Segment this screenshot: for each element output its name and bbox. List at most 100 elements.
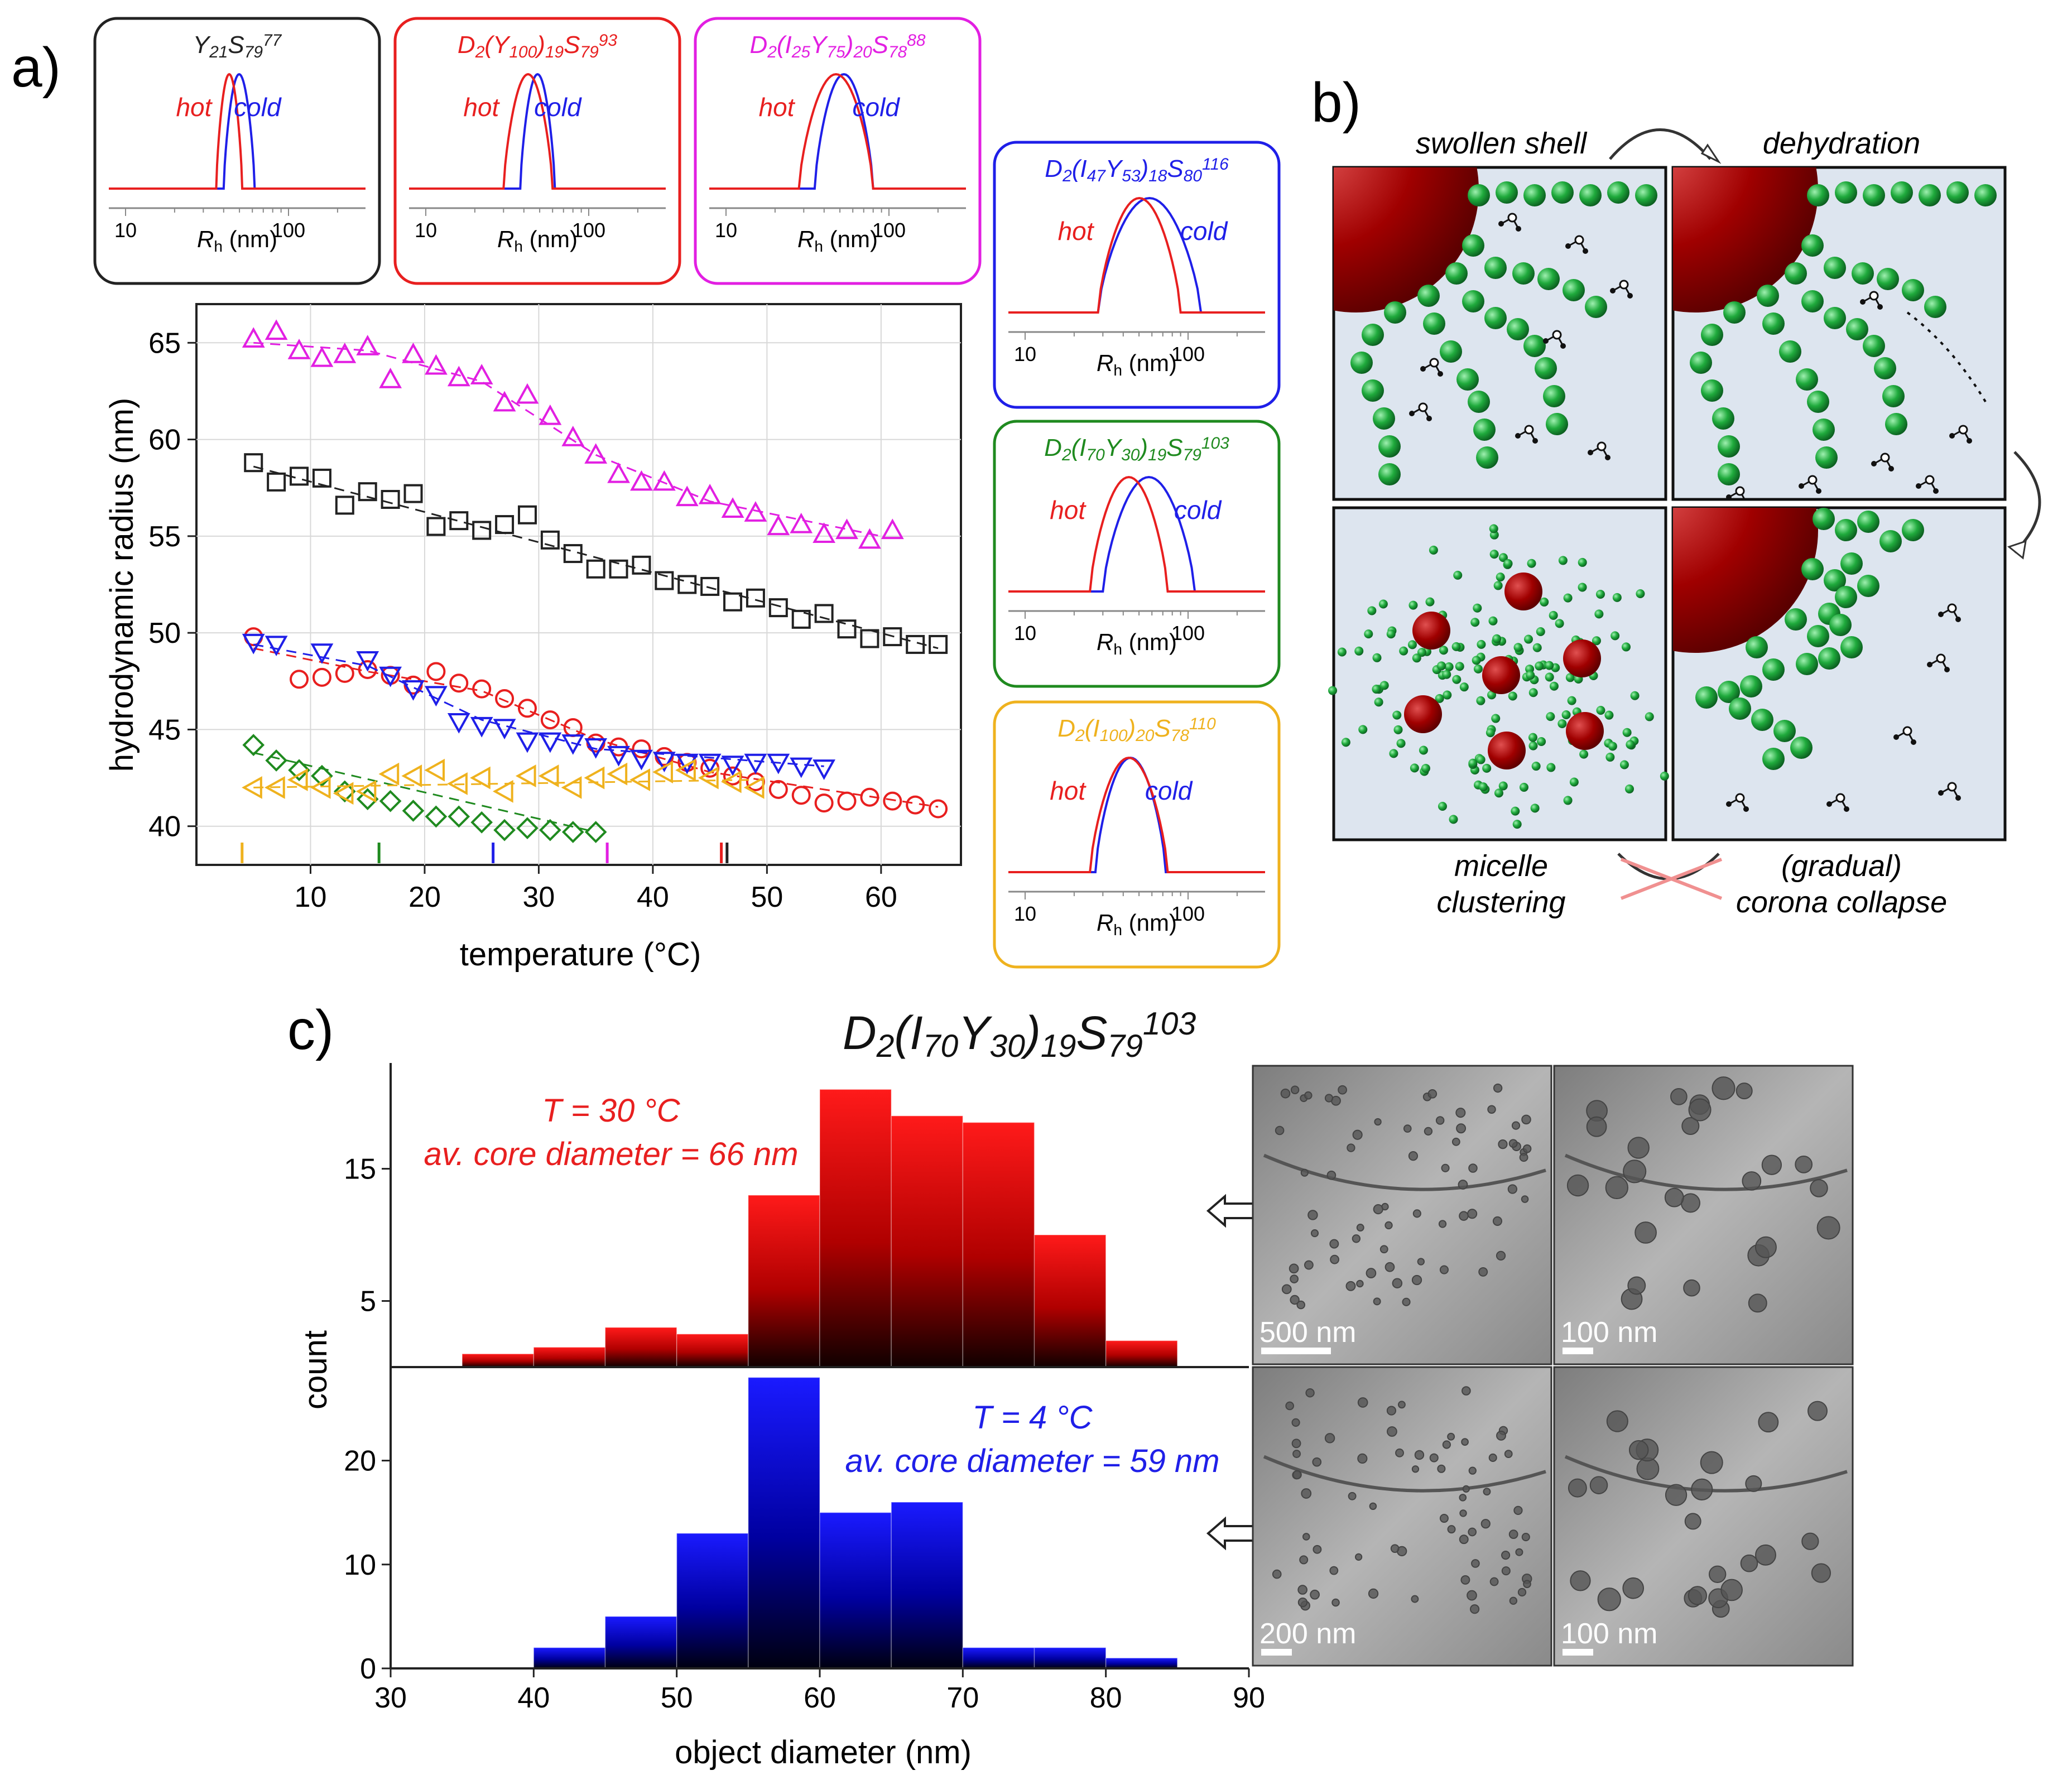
scatter-ytick-label: 45 (148, 714, 181, 746)
inset-title-part: ) (1124, 715, 1136, 742)
corona-bead (1389, 749, 1398, 758)
inset-title-part: ) (843, 31, 854, 59)
data-point (561, 776, 582, 799)
corona-bead (1558, 556, 1568, 565)
tem-particle (1348, 1492, 1357, 1500)
corona-bead (1512, 262, 1535, 285)
inset-hot-label: hot (759, 93, 796, 122)
data-point (632, 739, 651, 759)
tem-particle (1403, 1124, 1412, 1133)
data-point (424, 758, 445, 782)
tem-particle (1297, 1585, 1307, 1595)
inset-title-part: Y (1105, 434, 1123, 461)
tem-particle (1373, 1204, 1383, 1215)
tem-particle (1688, 1586, 1708, 1605)
tem-particle (1439, 1265, 1449, 1274)
micelle-core (1482, 656, 1520, 694)
inset-xlabel-sub: h (1113, 641, 1122, 658)
corona-bead (1470, 618, 1480, 627)
corona-bead (1891, 181, 1913, 204)
tem-particle (1488, 1453, 1497, 1462)
inset-title-part: 2 (1075, 727, 1085, 745)
inset-title-part: ) (1137, 434, 1148, 461)
water-oxygen (1925, 475, 1935, 485)
corona-bead (1354, 646, 1364, 656)
tem-particle (1748, 1293, 1767, 1313)
data-point (860, 787, 879, 807)
data-point (358, 482, 377, 502)
data-point (516, 817, 539, 839)
corona-bead (1519, 782, 1528, 792)
corona-bead (1537, 737, 1546, 747)
corona-bead (1429, 545, 1438, 555)
water-hydrogen (1498, 221, 1504, 227)
tem-frame (1252, 1366, 1552, 1667)
inset-xtick-100: 100 (1171, 343, 1205, 365)
tem-particle (1478, 1267, 1488, 1277)
corona-bead (1535, 357, 1557, 379)
corona-bead (1624, 784, 1634, 793)
hist-bar (1033, 1234, 1107, 1368)
corona-bead (1524, 634, 1533, 644)
tem-particle (1369, 1502, 1377, 1510)
tem-particle (1357, 1397, 1368, 1408)
corona-bead (1551, 181, 1574, 204)
corona-bead (1528, 688, 1538, 697)
data-point (563, 544, 583, 564)
water-oxygen (1619, 280, 1629, 290)
corona-bead (1546, 413, 1568, 435)
data-point (607, 762, 628, 786)
inset-xlabel-R: R (1097, 629, 1113, 655)
data-point (652, 761, 673, 784)
data-point (698, 766, 719, 790)
corona-bead (1829, 614, 1852, 636)
data-point (493, 391, 516, 412)
corona-bead (1444, 662, 1454, 671)
corona-bead (1579, 749, 1589, 759)
inset-title-part: S (564, 31, 580, 59)
corona-bead (1362, 379, 1384, 402)
water-oxygen (1429, 358, 1439, 368)
corona-bead (1492, 634, 1502, 643)
hist-bar (819, 1512, 892, 1669)
tem-particle (1511, 1121, 1521, 1130)
data-point (472, 679, 492, 699)
water-hydrogen (1409, 411, 1415, 416)
inset-hot-curve (1008, 756, 1265, 873)
tem-particle (1411, 1274, 1422, 1286)
corona-bead (1523, 184, 1546, 206)
schematic-contents (1673, 508, 1961, 812)
histogram-4C: 0 10 20 (344, 1377, 1178, 1685)
scatter-series (242, 319, 948, 843)
data-point (265, 636, 288, 657)
water-oxygen (1507, 213, 1517, 223)
scatter-ytick-label: 65 (148, 327, 181, 359)
corona-bead (1729, 697, 1751, 720)
micelle-core (1563, 639, 1601, 677)
data-point (814, 793, 834, 813)
data-point (721, 756, 744, 776)
tem-particle (1290, 1295, 1300, 1305)
tem-particle (1700, 1451, 1723, 1474)
tem-particle (1329, 1566, 1339, 1575)
corona-bead (1482, 763, 1492, 773)
tem-particle (1801, 1532, 1819, 1550)
data-point (790, 512, 813, 533)
corona-bead (1489, 550, 1499, 559)
tem-particle (1326, 1170, 1337, 1180)
corona-bead (1695, 686, 1718, 709)
corona-bead (1919, 184, 1941, 206)
data-point (379, 790, 402, 812)
inset-xtick-10: 10 (114, 219, 137, 242)
hist-xtick-label: 90 (1233, 1682, 1265, 1714)
tem-particle (1467, 1209, 1478, 1219)
tem-film-edge (1263, 1455, 1546, 1493)
tem-particle (1471, 1559, 1480, 1568)
schematic-contents (1334, 167, 1657, 485)
data-point (561, 734, 585, 755)
data-point (584, 766, 605, 790)
data-point (906, 634, 925, 654)
tem-particle (1301, 1488, 1312, 1499)
